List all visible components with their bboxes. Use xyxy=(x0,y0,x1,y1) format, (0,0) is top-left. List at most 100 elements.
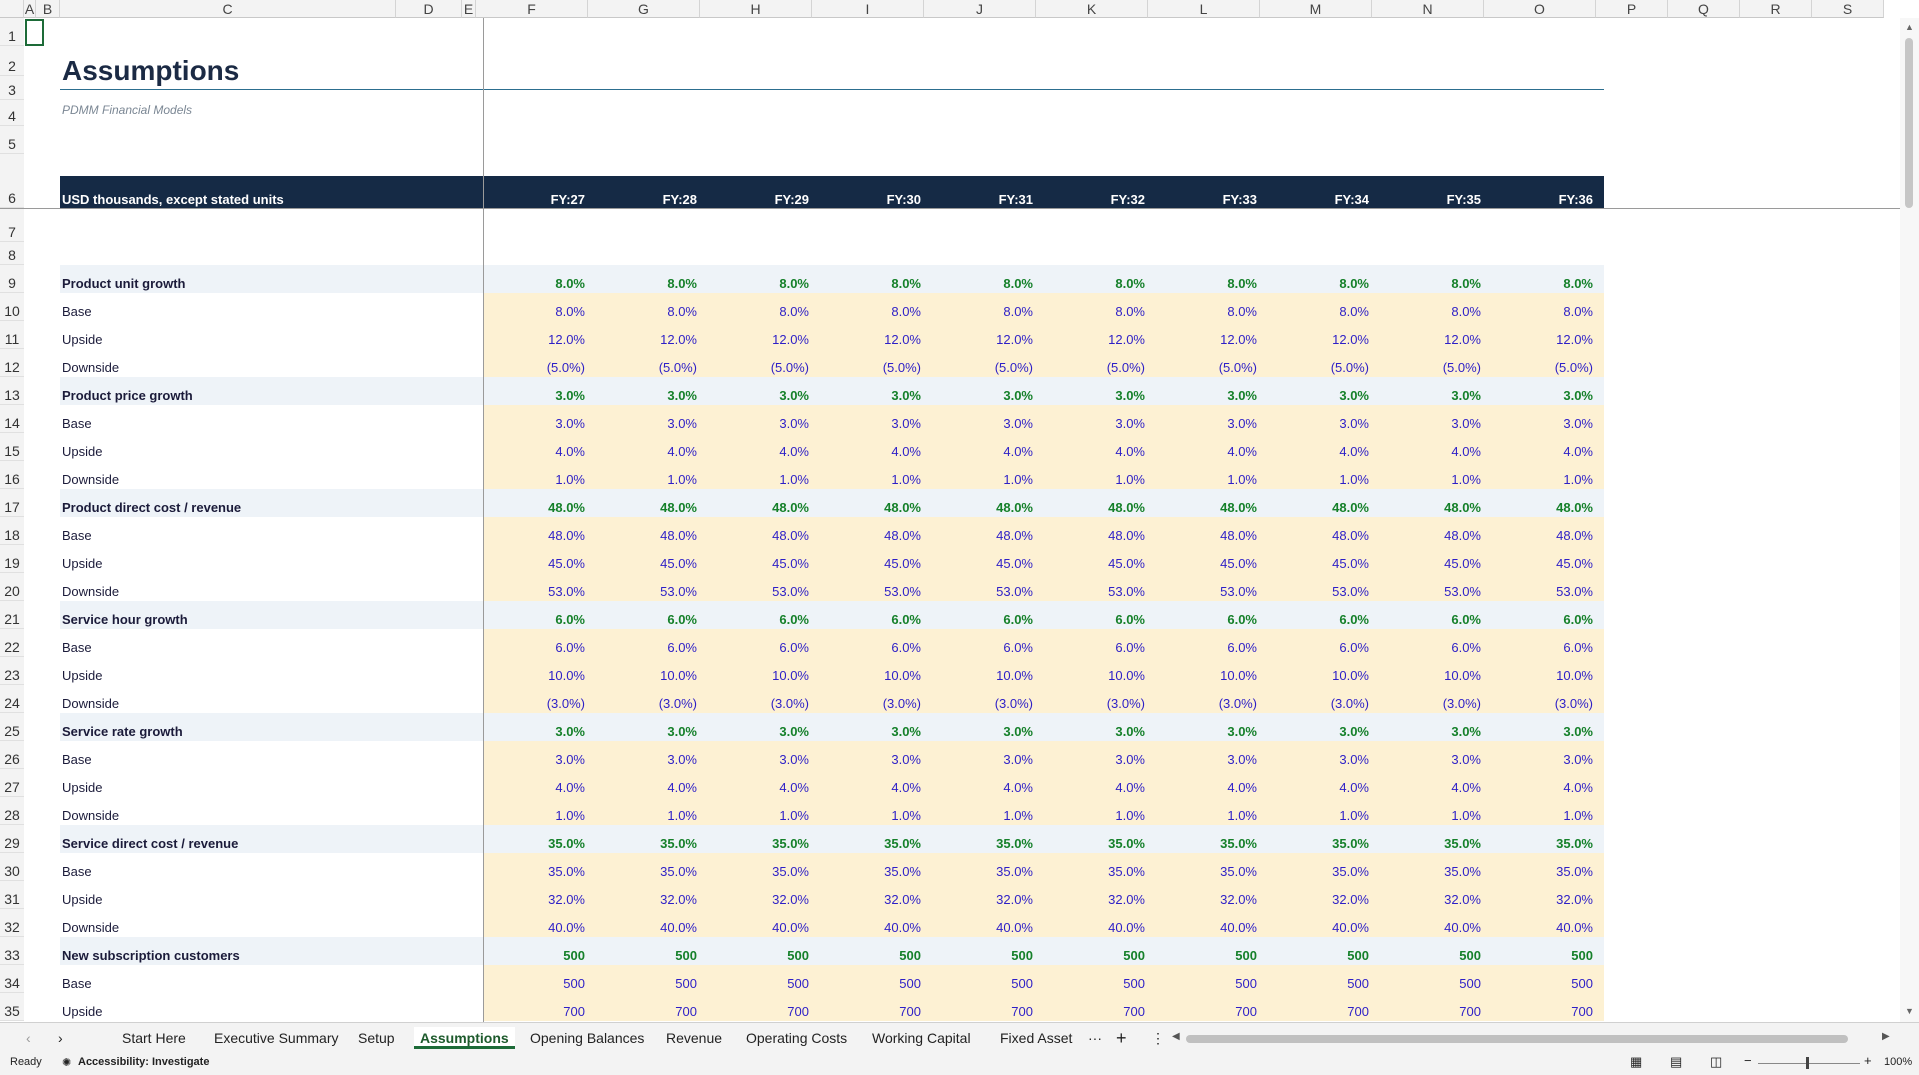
value-cell-G9[interactable]: 8.0% xyxy=(667,276,697,291)
value-cell-G23[interactable]: 10.0% xyxy=(660,668,697,683)
value-cell-H10[interactable]: 8.0% xyxy=(779,304,809,319)
row-header-8[interactable]: 8 xyxy=(0,242,24,265)
value-cell-N26[interactable]: 3.0% xyxy=(1451,752,1481,767)
value-cell-I31[interactable]: 32.0% xyxy=(884,892,921,907)
case-label[interactable]: Downside xyxy=(62,920,120,935)
row-header-23[interactable]: 23 xyxy=(0,657,24,685)
value-cell-L19[interactable]: 45.0% xyxy=(1220,556,1257,571)
value-cell-N17[interactable]: 48.0% xyxy=(1444,500,1481,515)
value-cell-O10[interactable]: 8.0% xyxy=(1563,304,1593,319)
value-cell-J23[interactable]: 10.0% xyxy=(996,668,1033,683)
tab-opening-balances[interactable]: Opening Balances xyxy=(530,1030,645,1046)
zoom-out-icon[interactable]: − xyxy=(1744,1053,1752,1068)
row-header-31[interactable]: 31 xyxy=(0,881,24,909)
column-header-I[interactable]: I xyxy=(812,0,924,18)
column-header-M[interactable]: M xyxy=(1260,0,1372,18)
value-cell-O17[interactable]: 48.0% xyxy=(1556,500,1593,515)
value-cell-F23[interactable]: 10.0% xyxy=(548,668,585,683)
value-cell-H35[interactable]: 700 xyxy=(787,1004,809,1019)
value-cell-M28[interactable]: 1.0% xyxy=(1339,808,1369,823)
value-cell-K26[interactable]: 3.0% xyxy=(1115,752,1145,767)
value-cell-G26[interactable]: 3.0% xyxy=(667,752,697,767)
value-cell-I20[interactable]: 53.0% xyxy=(884,584,921,599)
value-cell-L34[interactable]: 500 xyxy=(1235,976,1257,991)
value-cell-J18[interactable]: 48.0% xyxy=(996,528,1033,543)
value-cell-N14[interactable]: 3.0% xyxy=(1451,416,1481,431)
case-label[interactable]: Downside xyxy=(62,472,120,487)
value-cell-I26[interactable]: 3.0% xyxy=(891,752,921,767)
value-cell-F18[interactable]: 48.0% xyxy=(548,528,585,543)
value-cell-J19[interactable]: 45.0% xyxy=(996,556,1033,571)
value-cell-I23[interactable]: 10.0% xyxy=(884,668,921,683)
case-label[interactable]: Base xyxy=(62,528,92,543)
case-label[interactable]: Upside xyxy=(62,780,103,795)
value-cell-F20[interactable]: 53.0% xyxy=(548,584,585,599)
value-cell-L13[interactable]: 3.0% xyxy=(1227,388,1257,403)
value-cell-F15[interactable]: 4.0% xyxy=(555,444,585,459)
value-cell-M24[interactable]: (3.0%) xyxy=(1330,696,1369,711)
value-cell-O33[interactable]: 500 xyxy=(1571,948,1593,963)
value-cell-M22[interactable]: 6.0% xyxy=(1339,640,1369,655)
value-cell-I16[interactable]: 1.0% xyxy=(891,472,921,487)
section-label[interactable]: Product direct cost / revenue xyxy=(62,500,242,515)
value-cell-O25[interactable]: 3.0% xyxy=(1563,724,1593,739)
vertical-scrollbar[interactable]: ▲ ▼ xyxy=(1900,18,1919,1022)
value-cell-F34[interactable]: 500 xyxy=(563,976,585,991)
value-cell-J21[interactable]: 6.0% xyxy=(1003,612,1033,627)
value-cell-F33[interactable]: 500 xyxy=(563,948,585,963)
row-header-25[interactable]: 25 xyxy=(0,713,24,741)
row-header-2[interactable]: 2 xyxy=(0,46,24,76)
value-cell-G31[interactable]: 32.0% xyxy=(660,892,697,907)
value-cell-N16[interactable]: 1.0% xyxy=(1451,472,1481,487)
value-cell-N22[interactable]: 6.0% xyxy=(1451,640,1481,655)
column-header-Q[interactable]: Q xyxy=(1668,0,1740,18)
value-cell-H21[interactable]: 6.0% xyxy=(779,612,809,627)
value-cell-L20[interactable]: 53.0% xyxy=(1220,584,1257,599)
value-cell-J26[interactable]: 3.0% xyxy=(1003,752,1033,767)
value-cell-N27[interactable]: 4.0% xyxy=(1451,780,1481,795)
value-cell-M10[interactable]: 8.0% xyxy=(1339,304,1369,319)
case-label[interactable]: Downside xyxy=(62,360,120,375)
value-cell-G24[interactable]: (3.0%) xyxy=(658,696,697,711)
section-label[interactable]: Service direct cost / revenue xyxy=(62,836,239,851)
horizontal-scroll-thumb[interactable] xyxy=(1186,1035,1848,1043)
row-header-22[interactable]: 22 xyxy=(0,629,24,657)
value-cell-F22[interactable]: 6.0% xyxy=(555,640,585,655)
value-cell-L17[interactable]: 48.0% xyxy=(1220,500,1257,515)
value-cell-I17[interactable]: 48.0% xyxy=(884,500,921,515)
value-cell-F26[interactable]: 3.0% xyxy=(555,752,585,767)
value-cell-N34[interactable]: 500 xyxy=(1459,976,1481,991)
page-break-view-icon[interactable]: ◫ xyxy=(1710,1054,1723,1069)
value-cell-L26[interactable]: 3.0% xyxy=(1227,752,1257,767)
value-cell-J15[interactable]: 4.0% xyxy=(1003,444,1033,459)
value-cell-H24[interactable]: (3.0%) xyxy=(770,696,809,711)
value-cell-M19[interactable]: 45.0% xyxy=(1332,556,1369,571)
row-header-16[interactable]: 16 xyxy=(0,461,24,489)
value-cell-K19[interactable]: 45.0% xyxy=(1108,556,1145,571)
row-header-10[interactable]: 10 xyxy=(0,293,24,321)
row-header-7[interactable]: 7 xyxy=(0,208,24,242)
value-cell-N31[interactable]: 32.0% xyxy=(1444,892,1481,907)
section-label[interactable]: Product price growth xyxy=(62,388,193,403)
value-cell-G33[interactable]: 500 xyxy=(675,948,697,963)
value-cell-G25[interactable]: 3.0% xyxy=(667,724,697,739)
value-cell-J24[interactable]: (3.0%) xyxy=(994,696,1033,711)
value-cell-J17[interactable]: 48.0% xyxy=(996,500,1033,515)
value-cell-I18[interactable]: 48.0% xyxy=(884,528,921,543)
value-cell-O35[interactable]: 700 xyxy=(1571,1004,1593,1019)
value-cell-O12[interactable]: (5.0%) xyxy=(1554,360,1593,375)
tab-working-capital[interactable]: Working Capital xyxy=(872,1030,971,1046)
value-cell-M12[interactable]: (5.0%) xyxy=(1330,360,1369,375)
scroll-up-icon[interactable]: ▲ xyxy=(1905,22,1914,32)
accessibility-status[interactable]: Accessibility: Investigate xyxy=(78,1056,210,1068)
case-label[interactable]: Base xyxy=(62,976,92,991)
value-cell-J30[interactable]: 35.0% xyxy=(996,864,1033,879)
value-cell-N35[interactable]: 700 xyxy=(1459,1004,1481,1019)
section-label[interactable]: Service hour growth xyxy=(62,612,188,627)
value-cell-G11[interactable]: 12.0% xyxy=(660,332,697,347)
value-cell-K24[interactable]: (3.0%) xyxy=(1106,696,1145,711)
value-cell-J10[interactable]: 8.0% xyxy=(1003,304,1033,319)
hscroll-left-icon[interactable]: ◀ xyxy=(1172,1031,1180,1042)
value-cell-K31[interactable]: 32.0% xyxy=(1108,892,1145,907)
value-cell-I32[interactable]: 40.0% xyxy=(884,920,921,935)
